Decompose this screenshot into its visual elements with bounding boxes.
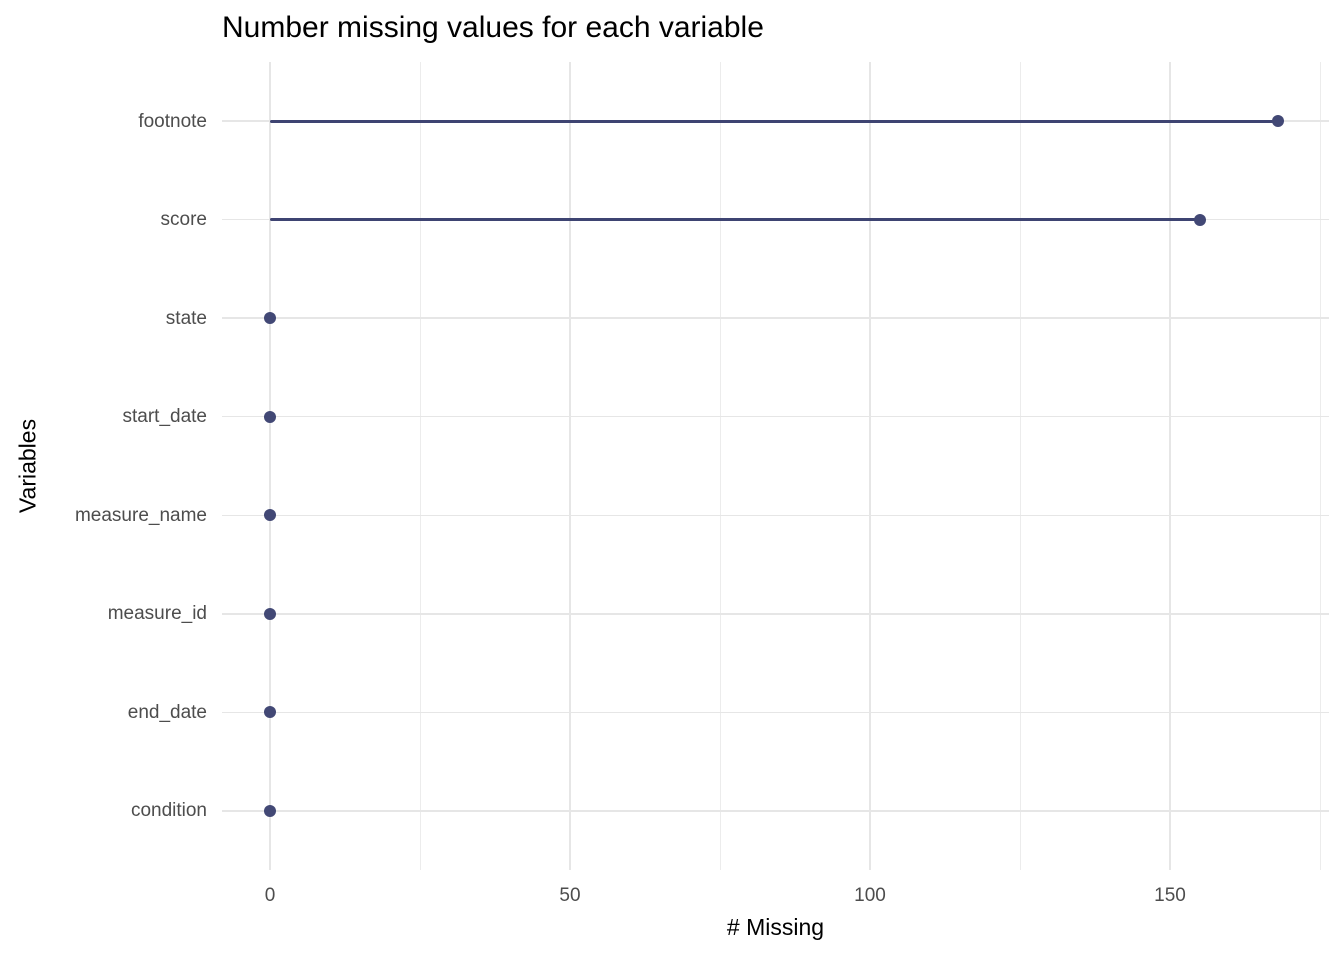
x-axis-title: # Missing: [726, 914, 825, 940]
y-tick-label: measure_name: [74, 504, 207, 526]
y-tick-label: measure_id: [107, 603, 207, 625]
lollipop-point: [264, 607, 276, 620]
x-tick-label: 100: [854, 885, 886, 906]
y-tick-label: start_date: [122, 406, 208, 428]
lollipop-point: [1272, 115, 1284, 128]
gridline-y-major: [222, 711, 1329, 714]
y-axis-title: Variables: [14, 418, 41, 514]
x-tick-label: 0: [264, 885, 276, 906]
plot-title: Number missing values for each variable: [222, 11, 764, 44]
gridline-x-major: [869, 62, 871, 870]
gridline-x-major: [269, 62, 271, 870]
gridline-y-major: [222, 613, 1329, 615]
gridline-y-major: [222, 514, 1329, 517]
plot-panel: [222, 62, 1329, 870]
y-tick-label: footnote: [138, 110, 207, 132]
y-tick-label: state: [165, 307, 207, 329]
gridline-y-major: [222, 317, 1329, 319]
y-tick-label: score: [160, 209, 207, 231]
lollipop-point: [264, 509, 276, 522]
lollipop-point: [264, 410, 276, 423]
gridline-x-major: [569, 62, 571, 870]
lollipop-point: [264, 804, 276, 817]
lollipop-point: [264, 312, 276, 325]
lollipop-segment: [270, 119, 1278, 123]
gridline-x-minor: [1319, 62, 1321, 870]
x-tick-label: 150: [1154, 885, 1186, 906]
gridline-x-minor: [719, 62, 721, 870]
x-tick-label: 50: [559, 885, 581, 906]
lollipop-point: [264, 706, 276, 719]
y-tick-label: end_date: [127, 701, 207, 723]
gridline-x-major: [1169, 62, 1171, 870]
gridline-x-minor: [419, 62, 421, 870]
lollipop-segment: [270, 218, 1200, 222]
gridline-y-major: [222, 810, 1329, 812]
gridline-x-minor: [1019, 62, 1021, 870]
gridline-y-major: [222, 415, 1329, 418]
y-tick-label: condition: [130, 800, 207, 822]
lollipop-point: [1194, 213, 1206, 226]
